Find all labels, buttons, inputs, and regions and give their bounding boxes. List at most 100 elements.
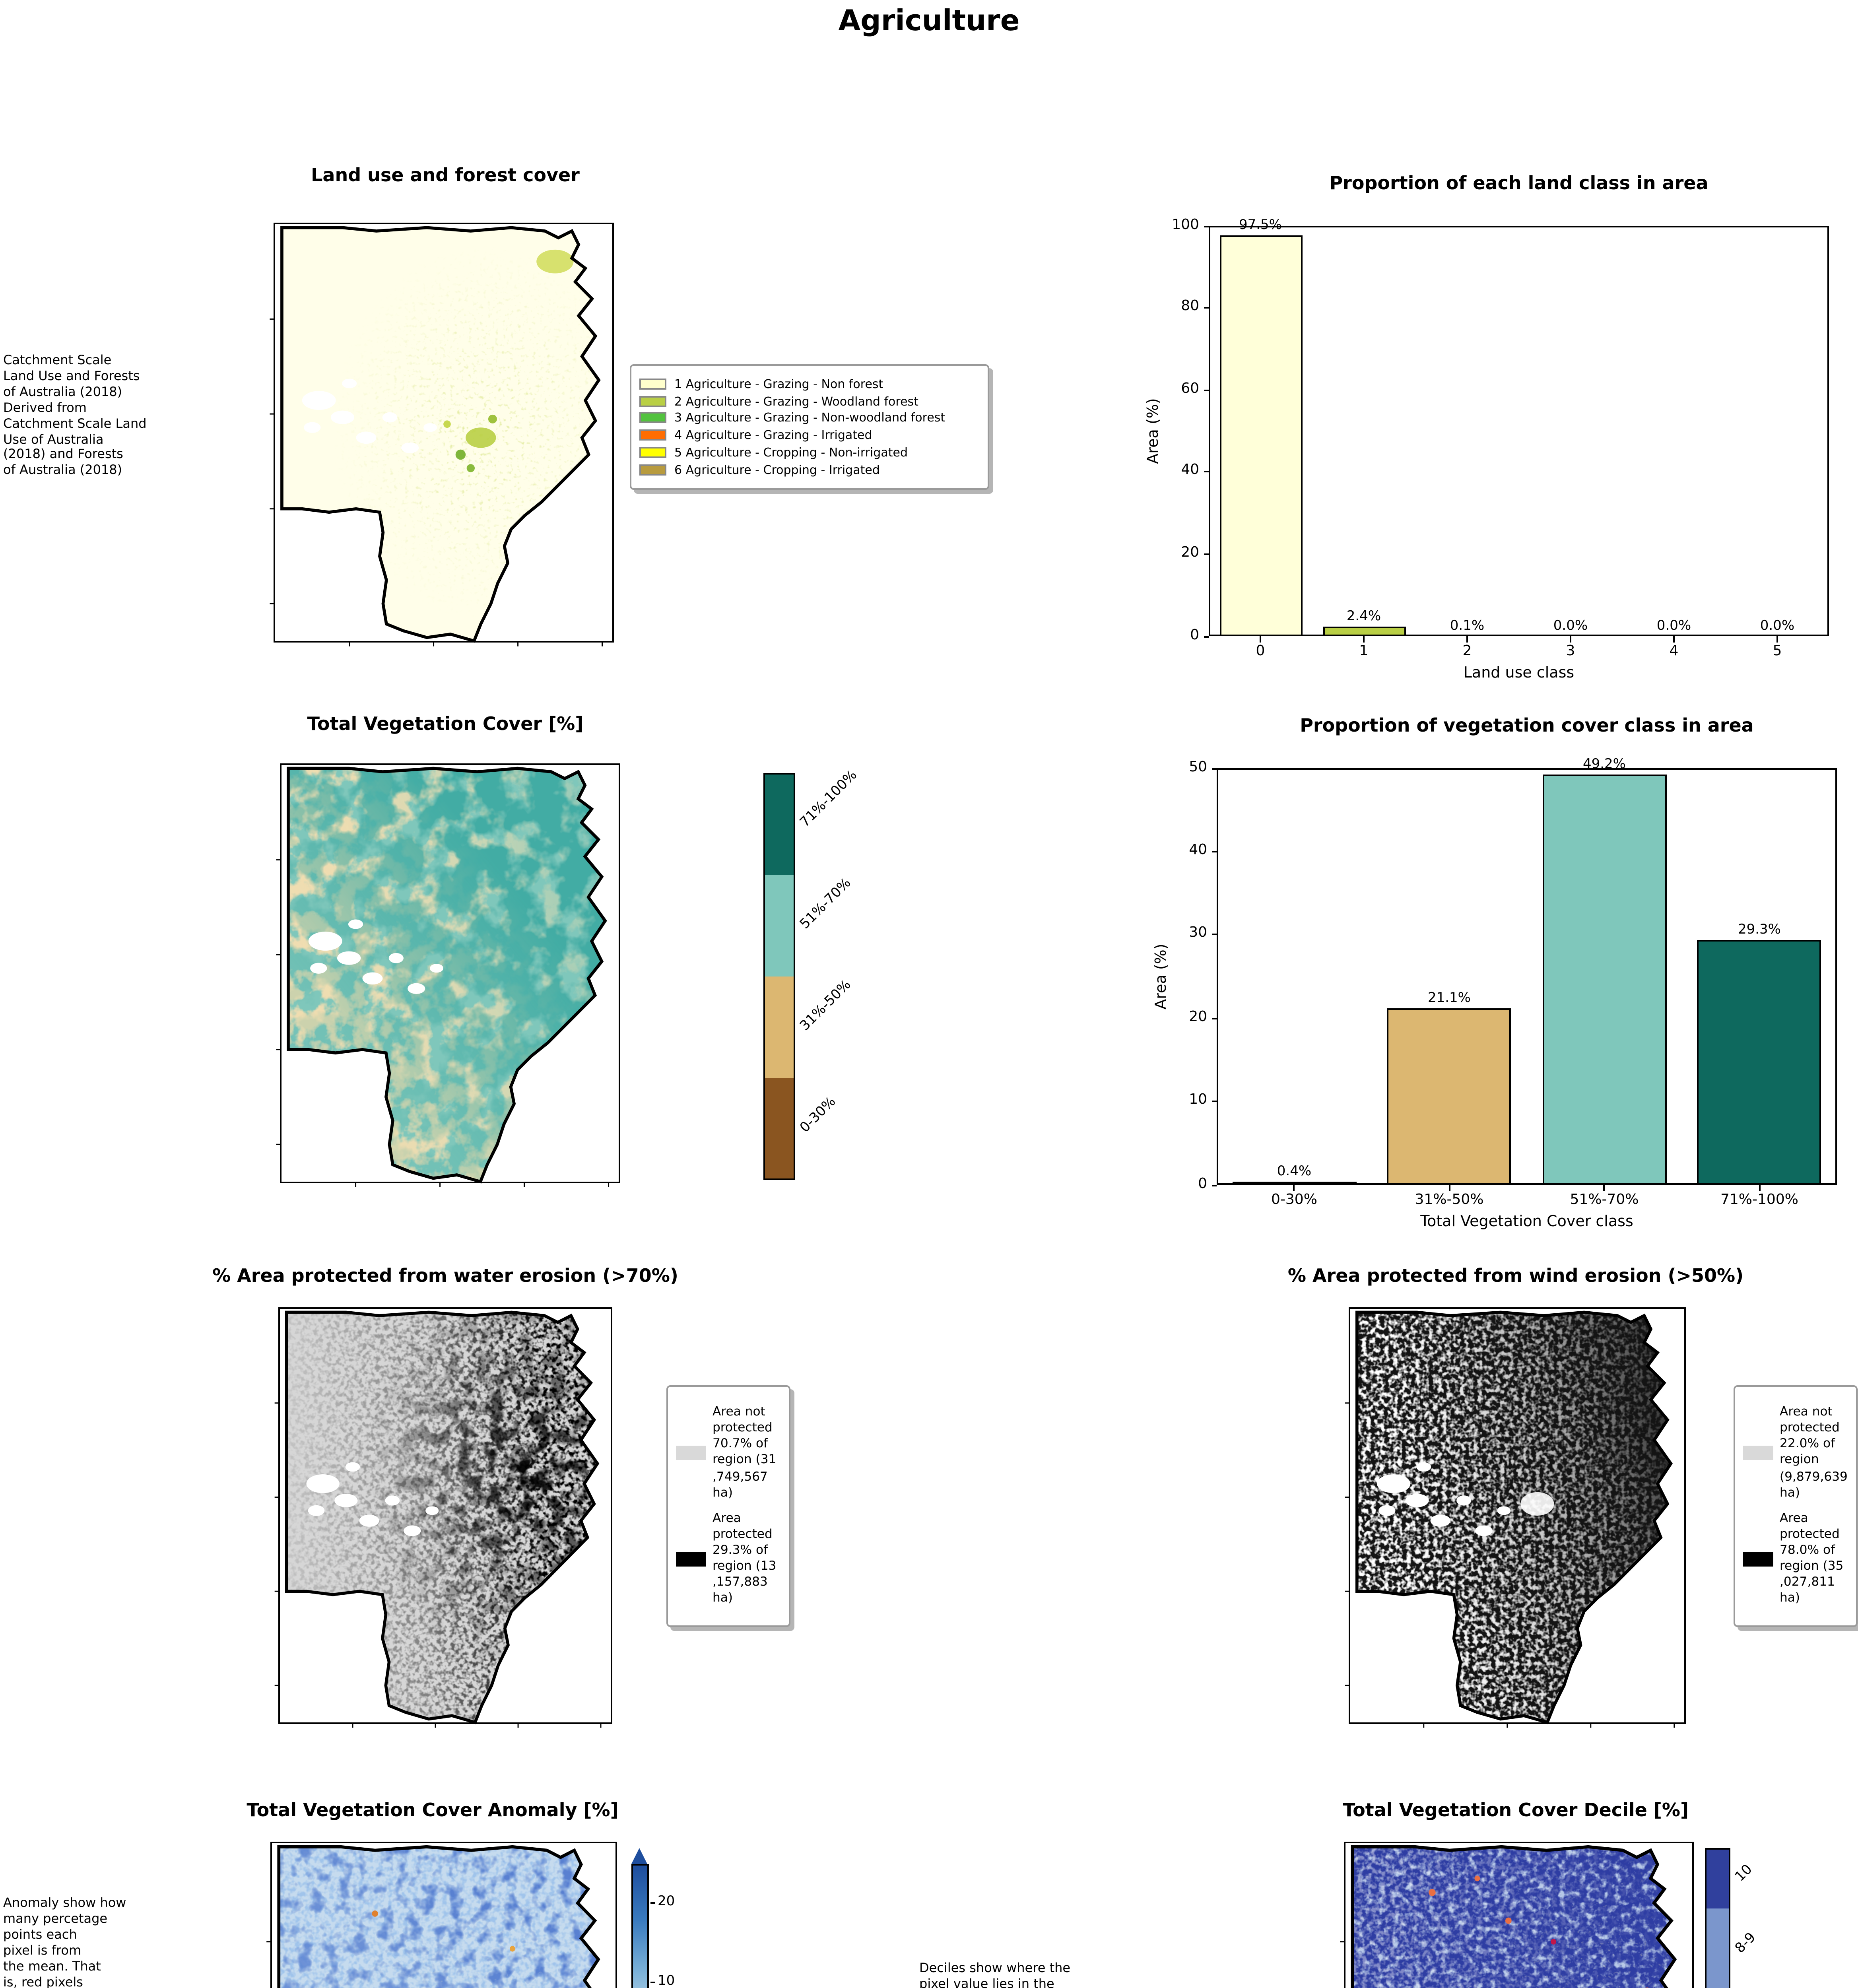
legend-item: 5 Agriculture - Cropping - Non-irrigated	[639, 445, 978, 460]
colorbar-tick-label: 20	[658, 1895, 675, 1911]
bar	[1697, 940, 1821, 1185]
y-tick	[1211, 1101, 1217, 1102]
chart-title: Proportion of each land class in area	[1329, 172, 1709, 194]
water-erosion-map	[274, 1307, 612, 1729]
colorbar-label: 0-30%	[797, 1094, 840, 1137]
x-tick	[1570, 636, 1571, 642]
y-tick-label: 80	[1181, 299, 1199, 315]
wind-erosion-raster	[1357, 1312, 1671, 1722]
bar-value-label: 2.4%	[1346, 609, 1381, 625]
page-title: Agriculture	[838, 5, 1020, 38]
x-tick	[1466, 636, 1468, 642]
bar-value-label: 49.2%	[1582, 757, 1626, 773]
veg-cover-colorbar: 71%-100% 51%-70% 31%-50% 0-30%	[763, 768, 861, 1180]
bar-value-label: 0.1%	[1450, 618, 1485, 634]
land-use-map	[269, 223, 614, 647]
x-tick-label: 2	[1462, 644, 1472, 660]
decile-map	[1339, 1842, 1694, 1988]
y-tick	[1211, 1017, 1217, 1019]
legend-item: Area not protected 22.0% of region (9,87…	[1743, 1404, 1848, 1501]
legend-label: 6 Agriculture - Cropping - Irrigated	[674, 462, 880, 477]
y-tick-label: 10	[1189, 1093, 1207, 1109]
y-tick-label: 20	[1181, 545, 1199, 561]
water-erosion-map-title: % Area protected from water erosion (>70…	[212, 1264, 678, 1287]
legend-swatch	[639, 447, 666, 458]
y-tick-label: 0	[1190, 627, 1199, 643]
anomaly-map	[266, 1842, 617, 1988]
bar-value-label: 0.0%	[1553, 619, 1588, 635]
bar-value-label: 97.5%	[1239, 218, 1282, 235]
legend-label: Area not protected 70.7% of region (31 ,…	[713, 1404, 777, 1499]
bar	[1322, 626, 1405, 636]
legend-label: 3 Agriculture - Grazing - Non-woodland f…	[674, 411, 946, 425]
legend-item: Area protected 78.0% of region (35 ,027,…	[1743, 1510, 1846, 1607]
anomaly-explainer-note: Anomaly show how many percetage points e…	[3, 1896, 126, 1988]
bar-value-label: 21.1%	[1427, 991, 1471, 1008]
veg-class-bar-chart: Proportion of vegetation cover class in …	[1144, 711, 1845, 1255]
legend-label: Area protected 78.0% of region (35 ,027,…	[1780, 1510, 1844, 1606]
legend-swatch	[1743, 1445, 1773, 1460]
x-tick-label: 3	[1566, 644, 1575, 660]
colorbar-segment	[763, 977, 795, 1078]
colorbar-label: 71%-100%	[797, 767, 861, 831]
colorbar-tick	[650, 1903, 654, 1904]
veg-cover-map-title: Total Vegetation Cover [%]	[307, 712, 584, 735]
colorbar-label: 10	[1732, 1862, 1756, 1885]
legend-label: 5 Agriculture - Cropping - Non-irrigated	[674, 445, 908, 460]
x-tick	[1448, 1185, 1450, 1190]
y-axis-label: Area (%)	[1153, 944, 1171, 1010]
bar-value-label: 29.3%	[1738, 923, 1781, 939]
legend-item: 3 Agriculture - Grazing - Non-woodland f…	[639, 411, 978, 425]
x-tick-label: 1	[1359, 644, 1369, 660]
y-tick-label: 40	[1181, 463, 1199, 480]
chart-title: Proportion of vegetation cover class in …	[1300, 714, 1754, 736]
x-axis-label: Total Vegetation Cover class	[1420, 1213, 1633, 1231]
bar-value-label: 0.4%	[1277, 1164, 1312, 1180]
x-tick-label: 51%-70%	[1570, 1193, 1639, 1209]
legend-item: 2 Agriculture - Grazing - Woodland fores…	[639, 394, 978, 408]
y-tick	[1203, 471, 1209, 473]
x-tick-label: 0-30%	[1271, 1193, 1317, 1209]
anomaly-raster	[279, 1846, 602, 1988]
veg-cover-map	[275, 763, 620, 1188]
decile-explainer-note: Deciles show where the pixel value lies …	[919, 1961, 1071, 1988]
x-tick-label: 71%-100%	[1720, 1193, 1798, 1209]
x-tick	[1673, 636, 1675, 642]
y-tick	[1211, 767, 1217, 769]
bar-value-label: 0.0%	[1656, 619, 1691, 635]
legend-label: Area protected 29.3% of region (13 ,157,…	[713, 1510, 777, 1606]
x-tick	[1293, 1185, 1295, 1190]
plot-frame	[1209, 226, 1829, 636]
y-tick	[1211, 1184, 1217, 1186]
y-tick	[1211, 934, 1217, 936]
y-tick	[1203, 225, 1209, 227]
y-tick	[1203, 307, 1209, 309]
land-use-source-note: Catchment Scale Land Use and Forests of …	[3, 353, 147, 478]
y-tick-label: 50	[1189, 759, 1207, 775]
legend-swatch	[639, 412, 666, 424]
decile-map-title: Total Vegetation Cover Decile [%]	[1342, 1799, 1689, 1821]
x-tick-label: 4	[1669, 644, 1679, 660]
legend-swatch	[639, 429, 666, 441]
colorbar-segment	[1705, 1848, 1730, 1908]
legend-swatch	[639, 378, 666, 390]
decile-colorbar: 108-94-72-31	[1705, 1848, 1800, 1988]
land-use-map-title: Land use and forest cover	[311, 164, 580, 186]
veg-cover-raster	[288, 768, 606, 1182]
bar	[1542, 775, 1666, 1185]
wind-erosion-map	[1344, 1307, 1686, 1729]
legend-swatch	[1743, 1551, 1773, 1566]
legend-label: Area not protected 22.0% of region (9,87…	[1780, 1404, 1848, 1499]
plot-frame	[1217, 768, 1837, 1185]
x-tick	[1363, 636, 1365, 642]
legend-item: Area not protected 70.7% of region (31 ,…	[676, 1404, 779, 1501]
colorbar-segment	[763, 1078, 795, 1180]
y-tick	[1203, 553, 1209, 555]
colorbar-tick-label: 10	[658, 1973, 675, 1988]
x-tick-label: 5	[1773, 644, 1782, 660]
legend-item: Area protected 29.3% of region (13 ,157,…	[676, 1510, 779, 1607]
bar	[1387, 1009, 1511, 1185]
land-use-raster	[282, 227, 599, 641]
legend-swatch	[639, 464, 666, 476]
anomaly-colorbar: 20100−10−20	[631, 1848, 705, 1988]
